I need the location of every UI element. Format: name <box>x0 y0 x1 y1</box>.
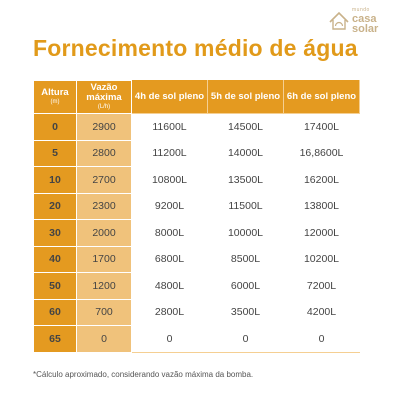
cell-vazao: 700 <box>76 298 132 326</box>
header-5h: 5h de sol pleno <box>207 80 284 114</box>
cell-4h: 11600L <box>131 113 208 141</box>
cell-4h: 11200L <box>131 139 208 167</box>
cell-4h: 10800L <box>131 166 208 194</box>
logo-line1: casa <box>352 13 377 25</box>
header-vazao: Vazão máxima (L/h) <box>76 80 132 114</box>
table-row: 0 2900 11600L 14500L 17400L <box>33 113 360 141</box>
header-altura-unit: (m) <box>50 99 60 106</box>
cell-5h: 8500L <box>207 245 284 273</box>
cell-vazao: 2300 <box>76 192 132 220</box>
cell-4h: 9200L <box>131 192 208 220</box>
header-4h: 4h de sol pleno <box>131 80 208 114</box>
table-row: 65 0 0 0 0 <box>33 325 360 353</box>
cell-5h: 13500L <box>207 166 284 194</box>
page-title: Fornecimento médio de água <box>33 35 358 61</box>
cell-altura: 10 <box>33 166 77 194</box>
cell-vazao: 0 <box>76 325 132 353</box>
cell-vazao: 1700 <box>76 245 132 273</box>
footnote: *Cálculo aproximado, considerando vazão … <box>33 370 254 379</box>
cell-4h: 8000L <box>131 219 208 247</box>
cell-vazao: 2900 <box>76 113 132 141</box>
cell-altura: 60 <box>33 298 77 326</box>
header-vazao-unit: (L/h) <box>97 104 111 111</box>
cell-vazao: 2700 <box>76 166 132 194</box>
cell-vazao: 2800 <box>76 139 132 167</box>
cell-5h: 10000L <box>207 219 284 247</box>
table-row: 30 2000 8000L 10000L 12000L <box>33 219 360 247</box>
header-altura: Altura (m) <box>33 80 77 114</box>
logo-line2: solar <box>352 23 379 35</box>
cell-altura: 40 <box>33 245 77 273</box>
header-vazao-label: Vazão máxima <box>86 82 122 104</box>
brand-logo: mundo casa solar <box>328 7 388 35</box>
table-row: 10 2700 10800L 13500L 16200L <box>33 166 360 194</box>
cell-6h: 16,8600L <box>283 139 360 167</box>
cell-5h: 14000L <box>207 139 284 167</box>
header-altura-label: Altura <box>41 87 69 99</box>
cell-4h: 2800L <box>131 298 208 326</box>
cell-6h: 13800L <box>283 192 360 220</box>
table-row: 20 2300 9200L 11500L 13800L <box>33 192 360 220</box>
logo-small-text: mundo <box>352 7 370 13</box>
cell-altura: 5 <box>33 139 77 167</box>
cell-6h: 10200L <box>283 245 360 273</box>
cell-altura: 50 <box>33 272 77 300</box>
cell-6h: 7200L <box>283 272 360 300</box>
cell-6h: 17400L <box>283 113 360 141</box>
water-supply-table: Altura (m) Vazão máxima (L/h) 4h de sol … <box>33 80 360 353</box>
cell-5h: 11500L <box>207 192 284 220</box>
table-body: 0 2900 11600L 14500L 17400L 5 2800 11200… <box>33 113 360 353</box>
cell-5h: 14500L <box>207 113 284 141</box>
cell-altura: 30 <box>33 219 77 247</box>
cell-6h: 16200L <box>283 166 360 194</box>
cell-vazao: 1200 <box>76 272 132 300</box>
header-6h: 6h de sol pleno <box>283 80 360 114</box>
cell-altura: 20 <box>33 192 77 220</box>
cell-altura: 0 <box>33 113 77 141</box>
house-sun-icon <box>329 11 349 30</box>
cell-vazao: 2000 <box>76 219 132 247</box>
table-row: 50 1200 4800L 6000L 7200L <box>33 272 360 300</box>
table-row: 40 1700 6800L 8500L 10200L <box>33 245 360 273</box>
table-header-row: Altura (m) Vazão máxima (L/h) 4h de sol … <box>33 80 360 114</box>
cell-6h: 4200L <box>283 298 360 326</box>
table-row: 5 2800 11200L 14000L 16,8600L <box>33 139 360 167</box>
table-row: 60 700 2800L 3500L 4200L <box>33 298 360 326</box>
cell-6h: 0 <box>283 325 360 353</box>
cell-5h: 0 <box>207 325 284 353</box>
cell-4h: 4800L <box>131 272 208 300</box>
cell-4h: 0 <box>131 325 208 353</box>
cell-4h: 6800L <box>131 245 208 273</box>
cell-6h: 12000L <box>283 219 360 247</box>
cell-5h: 3500L <box>207 298 284 326</box>
cell-5h: 6000L <box>207 272 284 300</box>
cell-altura: 65 <box>33 325 77 353</box>
